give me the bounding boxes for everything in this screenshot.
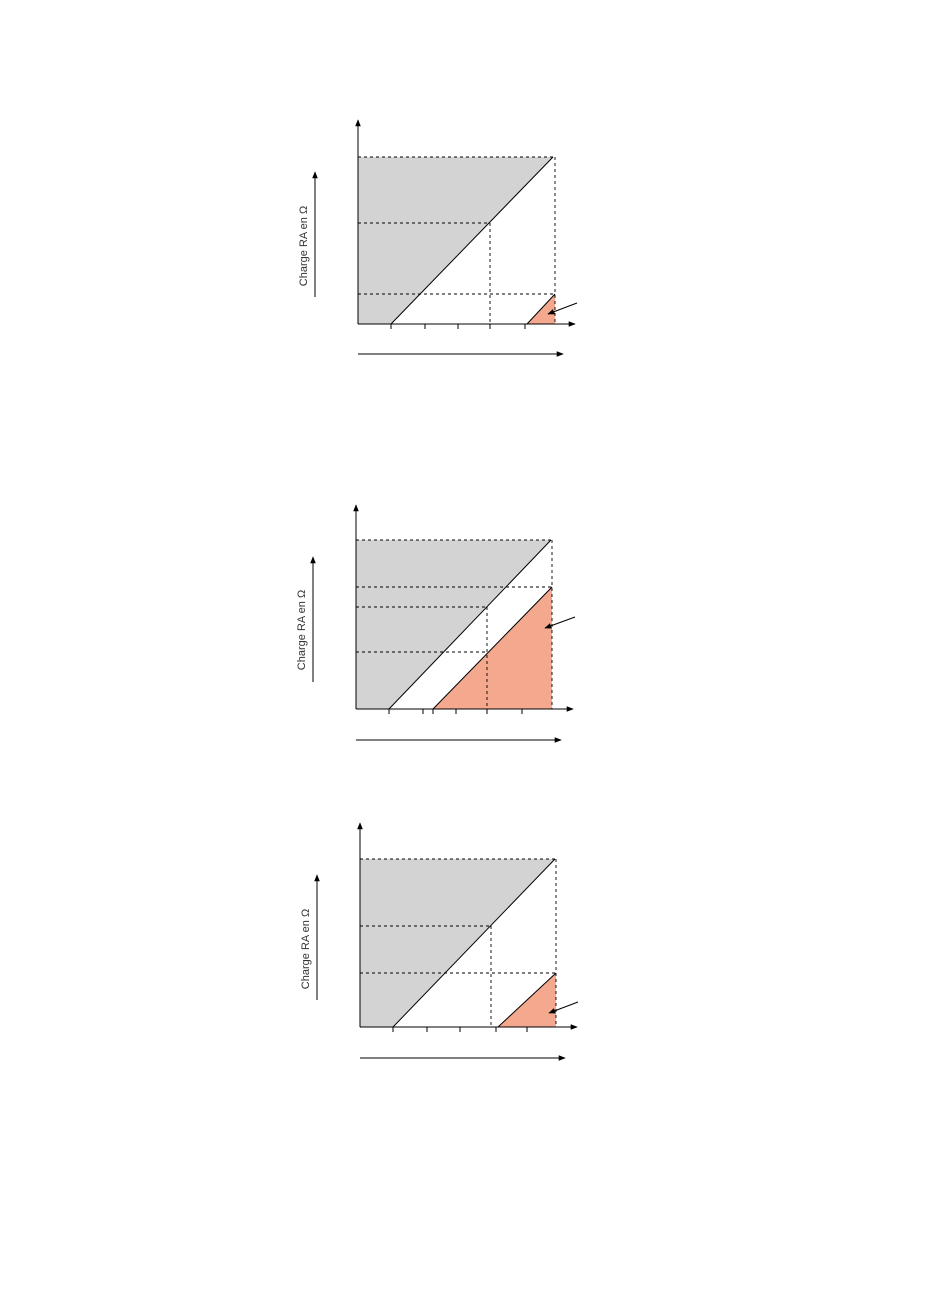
pointer-arrow (544, 616, 576, 629)
grey-region (356, 540, 551, 709)
y-axis-label: Charge RA en Ω (298, 206, 310, 286)
diagram-2: Charge RA en Ω (296, 504, 576, 743)
y-axis-label: Charge RA en Ω (296, 590, 308, 670)
grey-region (358, 157, 553, 324)
salmon-edge (497, 972, 557, 1028)
diagonal-line (392, 858, 556, 1028)
diagram-1: Charge RA en Ω (298, 119, 578, 357)
salmon-edge (526, 293, 556, 325)
diagonal-line (388, 539, 552, 710)
pointer-arrow (547, 302, 578, 315)
salmon-edge (432, 586, 553, 710)
diagram-3: Charge RA en Ω (300, 822, 579, 1061)
diagonal-line (390, 156, 554, 325)
grey-region (360, 859, 555, 1027)
y-axis-label: Charge RA en Ω (300, 909, 312, 989)
pointer-arrow (548, 1001, 579, 1014)
